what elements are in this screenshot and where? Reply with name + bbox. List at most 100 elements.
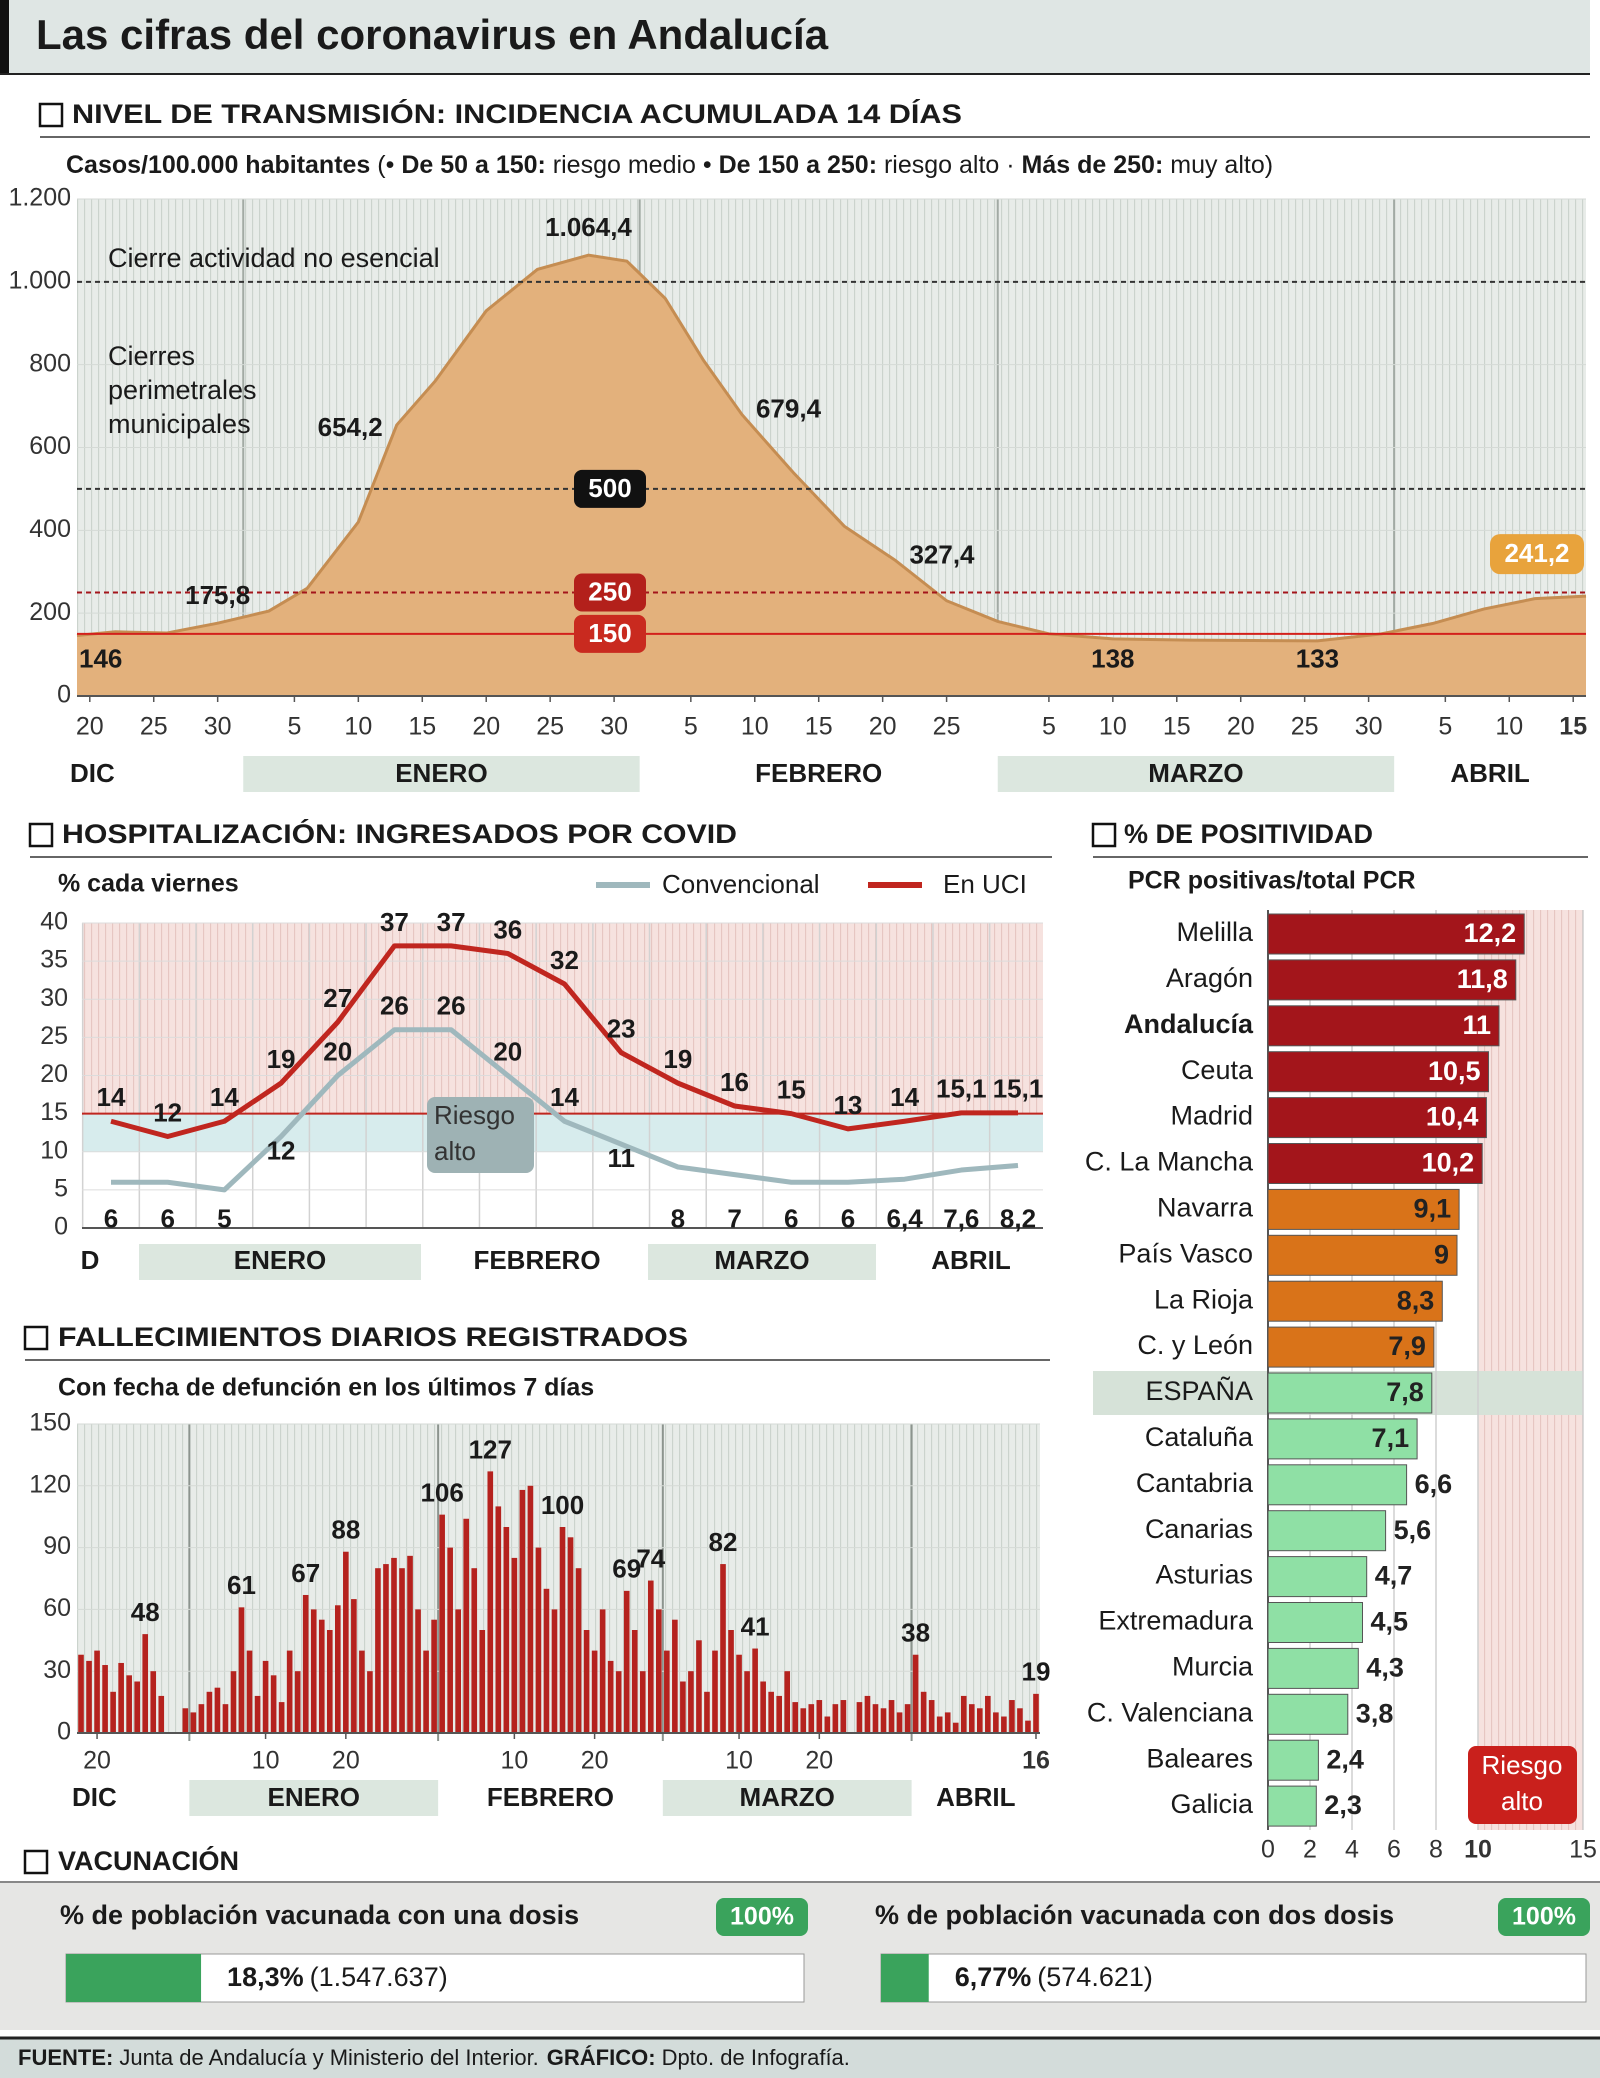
bar: [278, 1702, 285, 1733]
value-label: 11,8: [1457, 964, 1508, 994]
bar: [768, 1691, 774, 1733]
bar: [824, 1716, 831, 1733]
value-label: 654,2: [318, 412, 383, 442]
bar: [230, 1671, 237, 1733]
bar: [463, 1518, 470, 1733]
value-label: 10,5: [1428, 1056, 1481, 1086]
value-label: 8,3: [1397, 1285, 1435, 1315]
value-label: 138: [1091, 644, 1134, 674]
category-label: Ceuta: [1181, 1055, 1254, 1085]
bar: [1267, 1510, 1387, 1552]
x-tick-label: 5: [1438, 713, 1452, 741]
bar: [1267, 1143, 1483, 1184]
x-tick-label: 20: [76, 713, 104, 741]
annotation: alto: [434, 1136, 476, 1166]
bar: [696, 1640, 702, 1733]
series-line: [111, 1027, 1019, 1193]
category-label: La Rioja: [1154, 1284, 1254, 1314]
subtitle-part: Casos/100.000 habitantes: [66, 151, 370, 179]
bar: [1267, 1693, 1349, 1735]
month-label: ENERO: [268, 1782, 360, 1812]
y-tick-label: 20: [40, 1060, 68, 1088]
page-title: Las cifras del coronavirus en Andalucía: [36, 11, 829, 58]
value-label: 106: [420, 1478, 463, 1508]
value-label: 15,1: [936, 1074, 987, 1104]
x-tick-label: 15: [805, 713, 833, 741]
bar: [952, 1722, 959, 1733]
bar: [591, 1650, 598, 1733]
bar: [944, 1712, 951, 1733]
annotation: perimetrales: [108, 375, 257, 405]
value-label: 679,4: [756, 393, 822, 423]
bar: [647, 1580, 654, 1733]
vaccination-label: % de población vacunada con dos dosis: [875, 1900, 1394, 1930]
bar: [102, 1665, 108, 1733]
value-label: 100: [541, 1490, 584, 1520]
bar: [1025, 1720, 1031, 1733]
bar: [134, 1681, 140, 1733]
risk-area: [1478, 910, 1583, 1830]
month-label: FEBRERO: [755, 758, 882, 788]
value-label: 175,8: [185, 580, 250, 610]
value-label: 10,2: [1422, 1148, 1475, 1178]
value-label: 14: [210, 1082, 239, 1112]
bar: [928, 1700, 935, 1733]
section-icon: [23, 1849, 49, 1875]
bar: [904, 1704, 911, 1733]
month-label: MARZO: [1148, 758, 1243, 788]
bar: [182, 1708, 189, 1733]
bar: [728, 1630, 734, 1733]
category-label: Melilla: [1176, 917, 1254, 947]
bar: [383, 1564, 389, 1733]
value-label: 10,4: [1426, 1102, 1479, 1132]
x-tick-label: 25: [536, 713, 564, 741]
y-tick-label: 30: [40, 984, 68, 1012]
month-label: D: [81, 1245, 100, 1275]
month-band: [139, 1244, 421, 1280]
y-tick-label: 0: [57, 1718, 71, 1746]
bar: [286, 1650, 293, 1733]
bar: [920, 1691, 927, 1733]
y-tick-label: 1.200: [8, 184, 71, 212]
x-tick-label: 10: [1099, 713, 1127, 741]
month-label: ENERO: [395, 758, 487, 788]
footer-label: GRÁFICO:: [547, 2045, 656, 2070]
value-label: 6,4: [887, 1203, 924, 1233]
series-line: [110, 943, 1018, 1139]
x-tick-label: 20: [805, 1747, 833, 1775]
bar: [294, 1671, 301, 1733]
bar: [744, 1671, 750, 1733]
max-tag: [716, 1898, 808, 1936]
bar: [736, 1654, 742, 1733]
bar: [1033, 1693, 1039, 1733]
category-label: Aragón: [1166, 963, 1253, 993]
chart-subtitle: Casos/100.000 habitantes (• De 50 a 150:…: [66, 151, 1273, 179]
bar: [808, 1704, 815, 1733]
annotation: alto: [1501, 1786, 1543, 1816]
vaccination-label: % de población vacunada con una dosis: [60, 1900, 579, 1930]
bar: [656, 1609, 662, 1733]
bar: [712, 1650, 718, 1733]
y-tick-label: 150: [29, 1409, 71, 1437]
month-label: MARZO: [740, 1782, 835, 1812]
subtitle-part: De 150 a 250:: [719, 151, 877, 179]
subtitle-part: De 50 a 150:: [401, 151, 546, 179]
value-label: 26: [437, 991, 466, 1021]
x-tick-label: 4: [1345, 1836, 1359, 1864]
bar: [367, 1671, 373, 1733]
month-label: DIC: [72, 1782, 117, 1812]
bar: [254, 1695, 261, 1733]
value-label: 8,2: [1000, 1203, 1036, 1233]
max-label: 100%: [1512, 1903, 1576, 1931]
section-title: HOSPITALIZACIÓN: INGRESADOS POR COVID: [62, 818, 737, 849]
bar: [760, 1681, 766, 1733]
x-tick-label: 20: [1227, 713, 1255, 741]
bar: [335, 1605, 341, 1733]
value-label: 15,1: [993, 1074, 1044, 1104]
annotation: Riesgo: [1482, 1750, 1563, 1780]
subtitle-part: riesgo alto ·: [877, 151, 1022, 179]
bar: [688, 1671, 694, 1733]
category-label: Cantabria: [1136, 1468, 1254, 1498]
y-tick-label: 35: [40, 946, 68, 974]
bar: [639, 1671, 646, 1733]
